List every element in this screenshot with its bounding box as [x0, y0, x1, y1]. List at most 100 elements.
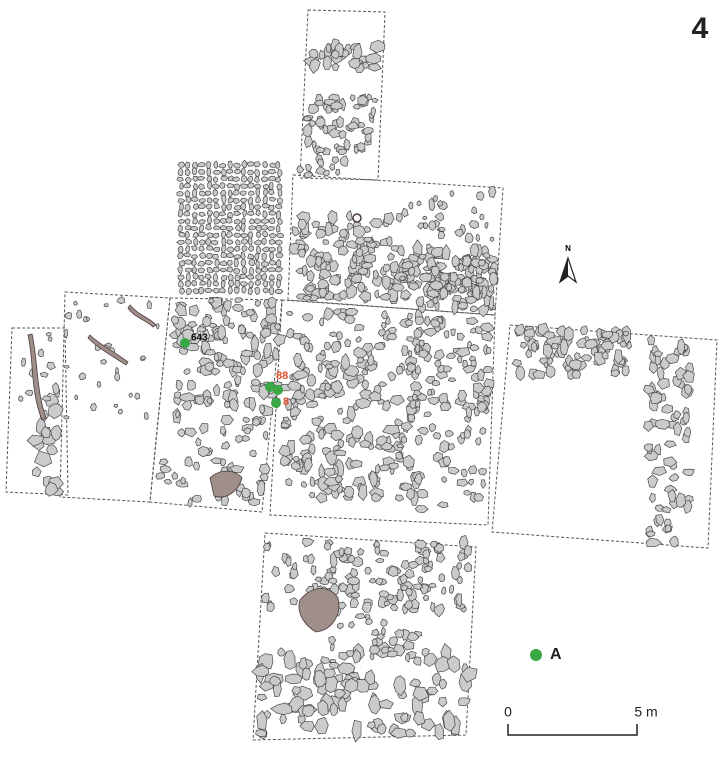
- stone: [46, 444, 58, 456]
- stone: [268, 196, 277, 202]
- stone: [324, 363, 335, 370]
- stone: [461, 276, 472, 288]
- stone: [262, 203, 271, 209]
- stone: [488, 185, 497, 198]
- stone: [368, 63, 383, 72]
- stone: [340, 353, 351, 370]
- stone: [648, 492, 656, 504]
- stone: [240, 258, 247, 267]
- stone: [480, 479, 486, 490]
- stone: [314, 117, 326, 128]
- point-label: 643: [191, 333, 208, 344]
- stone: [430, 319, 441, 328]
- stone: [212, 272, 219, 282]
- stone: [434, 212, 445, 222]
- stone: [318, 392, 327, 399]
- stone: [322, 388, 336, 398]
- stone: [394, 494, 405, 502]
- stone: [241, 238, 249, 245]
- stone: [429, 280, 444, 291]
- stone: [387, 371, 397, 382]
- stone: [218, 211, 227, 217]
- stone: [406, 312, 413, 321]
- stone: [673, 410, 682, 420]
- stone: [682, 411, 690, 425]
- stone: [159, 465, 172, 474]
- features: [27, 213, 362, 633]
- stone: [663, 456, 678, 467]
- stone: [364, 617, 373, 625]
- stone: [328, 577, 338, 585]
- point-marker: [271, 398, 281, 408]
- stone: [386, 235, 393, 248]
- stone: [433, 194, 438, 203]
- stone: [314, 576, 323, 583]
- stone: [368, 390, 382, 402]
- stone: [482, 366, 493, 374]
- stone: [64, 312, 73, 320]
- stone: [407, 349, 413, 359]
- stone: [355, 397, 372, 410]
- stone: [218, 162, 227, 169]
- stone: [176, 251, 184, 260]
- stone: [415, 296, 425, 307]
- stone: [202, 315, 212, 327]
- stone: [468, 220, 479, 229]
- stone: [269, 259, 277, 266]
- stone: [40, 425, 51, 438]
- stone: [234, 169, 242, 175]
- stone: [176, 239, 185, 246]
- stone: [196, 326, 207, 333]
- stone: [227, 322, 236, 330]
- stone: [255, 187, 261, 198]
- stone: [413, 656, 422, 666]
- stone: [268, 210, 277, 216]
- stone: [234, 239, 241, 246]
- stone: [226, 252, 234, 259]
- stone: [683, 427, 692, 438]
- trench: [5, 327, 69, 496]
- stone: [277, 647, 287, 657]
- stone: [240, 190, 247, 197]
- stone: [191, 259, 197, 267]
- stone: [380, 618, 388, 627]
- stone: [261, 237, 267, 246]
- stone: [185, 196, 192, 204]
- stone: [262, 430, 268, 441]
- stone: [645, 530, 656, 538]
- stone: [383, 600, 391, 607]
- stone: [348, 58, 361, 69]
- stone: [240, 281, 249, 287]
- feature: [27, 333, 47, 421]
- stone: [184, 189, 191, 198]
- stone: [291, 561, 298, 570]
- stone: [245, 274, 255, 280]
- stone: [328, 331, 338, 337]
- stone: [317, 699, 329, 717]
- stone: [441, 586, 447, 595]
- stone: [437, 226, 446, 232]
- stone: [474, 326, 484, 335]
- trench: [287, 174, 504, 316]
- stone: [307, 553, 315, 564]
- stone: [240, 167, 246, 176]
- stone: [179, 181, 184, 190]
- figure-number: 4: [692, 12, 709, 45]
- stone: [416, 200, 422, 207]
- stone: [377, 329, 386, 337]
- stone: [260, 224, 268, 231]
- stone: [579, 325, 589, 335]
- stone: [261, 246, 271, 253]
- stone: [363, 226, 371, 233]
- stone: [155, 472, 166, 480]
- stone: [568, 359, 582, 371]
- stone: [205, 245, 214, 251]
- stone: [439, 272, 450, 282]
- stone: [667, 488, 677, 503]
- stone: [304, 135, 313, 148]
- stone: [233, 374, 242, 386]
- stone: [184, 230, 190, 240]
- stone: [268, 286, 275, 295]
- stone: [225, 203, 233, 211]
- stone: [254, 279, 261, 286]
